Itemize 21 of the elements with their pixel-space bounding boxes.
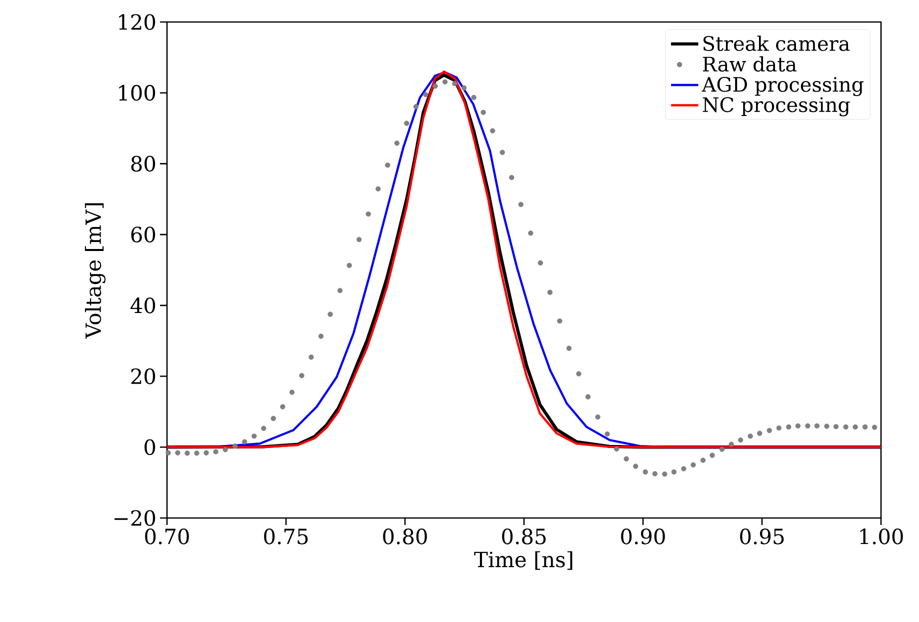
y-tick-label: 0 xyxy=(144,439,156,456)
legend-label: Raw data xyxy=(702,56,797,72)
y-axis-title: Voltage [mV] xyxy=(84,203,106,339)
x-tick-label: 0.95 xyxy=(740,528,784,544)
x-axis-title: Time [ns] xyxy=(474,551,572,570)
legend-label: Streak camera xyxy=(704,36,850,52)
y-tick-label: 80 xyxy=(131,156,156,172)
x-tick-label: 1.00 xyxy=(860,528,903,544)
y-tick-label: 60 xyxy=(131,226,156,242)
legend-label: AGD processing xyxy=(702,76,864,96)
y-tick-label: −20 xyxy=(114,510,156,526)
x-tick-label: 0.80 xyxy=(383,528,427,544)
y-tick-label: 100 xyxy=(119,84,156,101)
legend-label: NC processing xyxy=(702,97,850,116)
y-tick-label: 20 xyxy=(131,368,156,384)
x-tick-label: 0.85 xyxy=(502,528,546,544)
y-tick-label: 40 xyxy=(130,298,156,314)
x-tick-label: 0.90 xyxy=(621,528,665,544)
y-tick-label: 120 xyxy=(119,14,156,30)
x-tick-label: 0.70 xyxy=(145,528,189,544)
x-tick-label: 0.75 xyxy=(264,528,308,544)
